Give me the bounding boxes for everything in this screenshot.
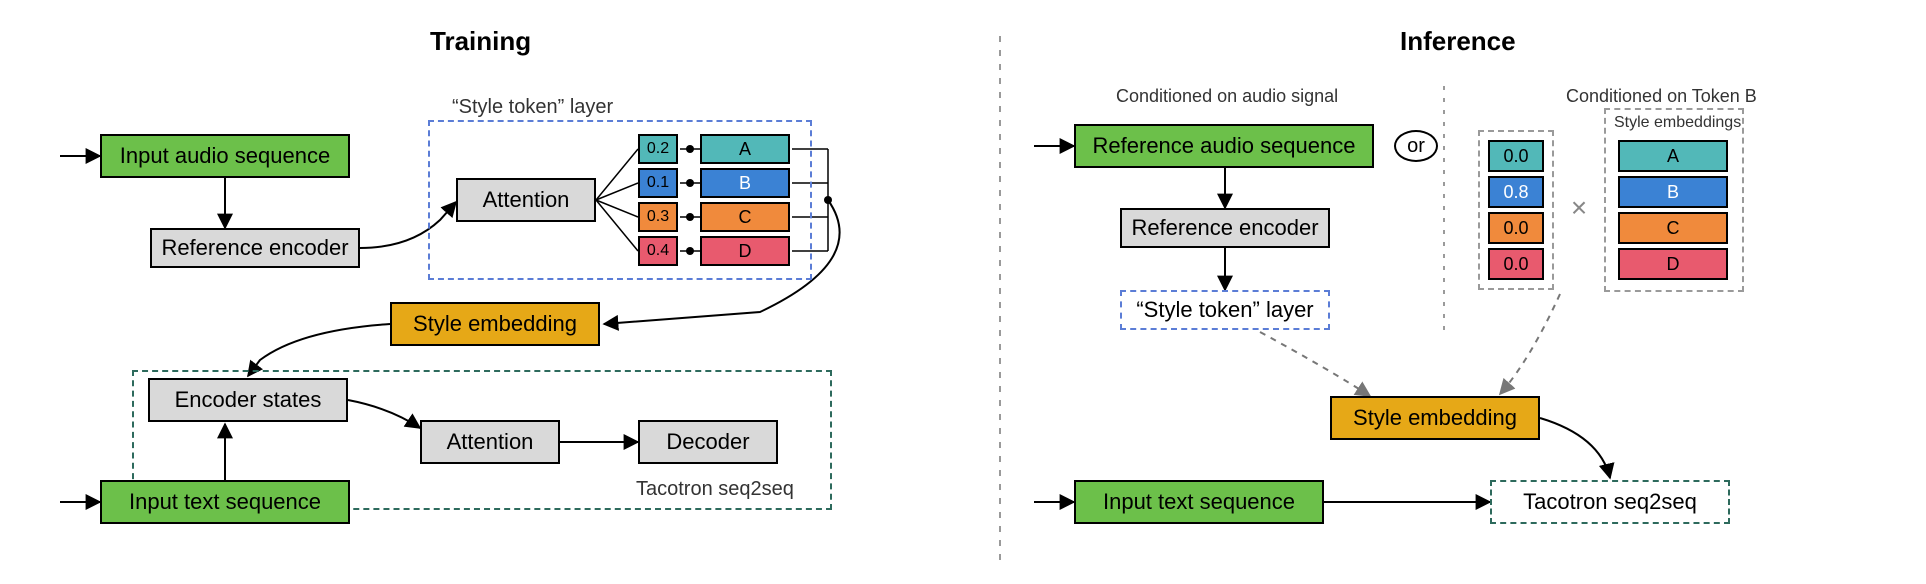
inf-token-a: A [1618, 140, 1728, 172]
inf-input-text: Input text sequence [1074, 480, 1324, 524]
train-token-weight-b: 0.1 [638, 168, 678, 198]
train-token-a: A [700, 134, 790, 164]
train-attention-style: Attention [456, 178, 596, 222]
inf-reference-encoder: Reference encoder [1120, 208, 1330, 248]
train-input-text: Input text sequence [100, 480, 350, 524]
train-input-audio: Input audio sequence [100, 134, 350, 178]
train-token-weight-d: 0.4 [638, 236, 678, 266]
training-title: Training [430, 26, 531, 57]
inf-token-weight-c: 0.0 [1488, 212, 1544, 244]
cond-tokenb-caption: Conditioned on Token B [1566, 86, 1757, 107]
inf-token-weight-b: 0.8 [1488, 176, 1544, 208]
train-attention-seq2seq: Attention [420, 420, 560, 464]
cond-audio-caption: Conditioned on audio signal [1116, 86, 1338, 107]
inf-token-b: B [1618, 176, 1728, 208]
train-token-weight-a: 0.2 [638, 134, 678, 164]
multiply-icon: × [1564, 192, 1594, 224]
inf-style-embedding: Style embedding [1330, 396, 1540, 440]
inf-token-weight-a: 0.0 [1488, 140, 1544, 172]
style-token-layer-caption: “Style token” layer [452, 96, 613, 119]
train-decoder: Decoder [638, 420, 778, 464]
inference-title: Inference [1400, 26, 1516, 57]
inf-tacotron-seq2seq: Tacotron seq2seq [1490, 480, 1730, 524]
train-token-c: C [700, 202, 790, 232]
train-style-embedding: Style embedding [390, 302, 600, 346]
train-token-d: D [700, 236, 790, 266]
train-token-weight-c: 0.3 [638, 202, 678, 232]
train-encoder-states: Encoder states [148, 378, 348, 422]
inf-token-weight-d: 0.0 [1488, 248, 1544, 280]
inf-token-c: C [1618, 212, 1728, 244]
inf-style-token-layer: “Style token” layer [1120, 290, 1330, 330]
inf-reference-audio: Reference audio sequence [1074, 124, 1374, 168]
train-token-b: B [700, 168, 790, 198]
train-reference-encoder: Reference encoder [150, 228, 360, 268]
inf-token-d: D [1618, 248, 1728, 280]
or-label: or [1394, 130, 1438, 162]
